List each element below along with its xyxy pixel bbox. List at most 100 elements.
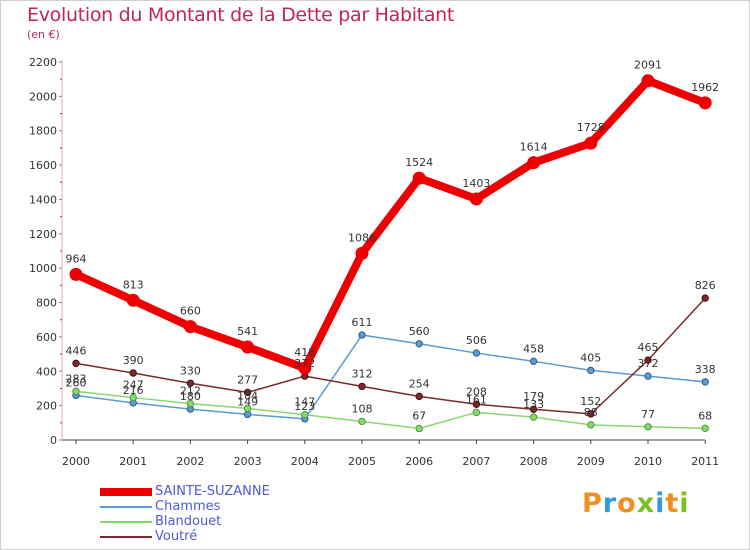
series-line <box>72 76 710 373</box>
series-voutre <box>72 294 709 418</box>
data-label: 216 <box>123 384 144 397</box>
y-tick-label: 2000 <box>29 90 57 103</box>
data-point <box>415 424 423 433</box>
data-point <box>69 267 83 281</box>
legend-item: Voutré <box>100 529 320 544</box>
y-tick-label: 800 <box>36 297 57 310</box>
data-label: 446 <box>66 344 87 357</box>
data-point <box>529 405 538 413</box>
data-label: 541 <box>237 325 258 338</box>
data-point <box>301 411 309 419</box>
logo-letter: P <box>582 488 603 519</box>
data-label: 254 <box>409 377 430 390</box>
x-tick-label: 2011 <box>691 455 719 468</box>
data-label: 68 <box>698 409 712 422</box>
chart-data-labels: 260 216 180 149 123 611 560 506 458 405 372 338 283 2… <box>66 59 720 423</box>
series-sainte-suzanne <box>69 74 712 375</box>
legend-item: Chammes <box>100 499 320 514</box>
data-label: 338 <box>695 363 716 376</box>
data-point <box>126 293 140 307</box>
data-label: 813 <box>123 278 144 291</box>
data-label: 283 <box>66 372 87 385</box>
data-point <box>469 192 483 206</box>
data-point <box>701 378 709 386</box>
data-point <box>472 349 481 357</box>
y-tick-label: 1000 <box>29 262 57 275</box>
legend-label: Blandouet <box>155 514 222 529</box>
data-label: 964 <box>66 252 87 265</box>
data-label: 405 <box>580 351 601 364</box>
data-label: 560 <box>409 325 430 338</box>
chart-subtitle: (en €) <box>27 28 60 41</box>
data-label: 212 <box>180 385 201 398</box>
data-label: 277 <box>237 373 258 386</box>
proxiti-logo: Proxiti <box>582 488 690 519</box>
data-point <box>412 171 426 185</box>
data-label: 465 <box>638 341 659 354</box>
logo-letter: r <box>602 488 618 519</box>
data-point <box>641 74 655 88</box>
data-point <box>472 400 481 408</box>
legend-swatch <box>100 487 152 496</box>
data-label: 152 <box>580 395 601 408</box>
data-label: 123 <box>294 400 315 413</box>
data-point <box>358 382 366 391</box>
legend-swatch <box>100 535 152 538</box>
data-label: 458 <box>523 342 544 355</box>
data-point <box>186 379 195 387</box>
x-tick-label: 2000 <box>62 455 90 468</box>
data-label: 133 <box>523 398 544 411</box>
data-point <box>358 417 366 426</box>
data-label: 1962 <box>691 81 719 94</box>
data-label: 506 <box>466 334 487 347</box>
data-point <box>701 424 709 433</box>
series-line <box>75 297 706 415</box>
data-label: 77 <box>641 408 655 421</box>
x-tick-label: 2005 <box>348 455 376 468</box>
data-label: 247 <box>123 379 144 392</box>
legend-label: Chammes <box>155 499 221 514</box>
y-tick-label: 1600 <box>29 159 57 172</box>
data-label: 67 <box>412 409 426 422</box>
x-tick-label: 2009 <box>577 455 605 468</box>
x-tick-label: 2001 <box>119 455 147 468</box>
y-tick-label: 600 <box>36 331 57 344</box>
data-point <box>243 410 252 419</box>
data-point <box>129 393 137 402</box>
y-tick-label: 2200 <box>29 56 57 69</box>
data-label: 611 <box>352 316 373 329</box>
logo-letter: x <box>636 488 656 519</box>
logo-letter: i <box>679 488 690 519</box>
series-blandouet <box>72 387 709 433</box>
data-label: 372 <box>294 357 315 370</box>
logo-letter: o <box>617 488 637 519</box>
chart-axes: 0 200 400 600 800 1000 1200 1400 1600 1800 2000 220… <box>29 56 719 468</box>
x-tick-label: 2002 <box>176 455 204 468</box>
data-point <box>355 246 369 260</box>
data-label: 161 <box>466 393 487 406</box>
data-label: 390 <box>123 354 144 367</box>
data-label: 1524 <box>405 156 433 169</box>
y-tick-label: 200 <box>36 400 57 413</box>
data-label: 418 <box>294 346 315 359</box>
data-label: 2091 <box>634 59 662 72</box>
data-label: 1728 <box>577 121 605 134</box>
data-point <box>183 320 197 334</box>
data-label: 149 <box>237 395 258 408</box>
series-chammes <box>72 331 709 423</box>
x-tick-label: 2007 <box>462 455 490 468</box>
data-point <box>529 413 538 421</box>
legend-label: Voutré <box>155 529 198 544</box>
data-point <box>584 136 598 150</box>
chart-title: Evolution du Montant de la Dette par Hab… <box>27 4 455 26</box>
data-point <box>415 340 423 348</box>
logo-letter: t <box>665 488 680 519</box>
y-tick-label: 400 <box>36 365 57 378</box>
data-label: 330 <box>180 364 201 377</box>
data-label: 660 <box>180 305 201 318</box>
data-label: 147 <box>294 396 315 409</box>
data-point <box>587 366 595 375</box>
data-label: 1086 <box>348 231 376 244</box>
data-point <box>701 294 709 302</box>
